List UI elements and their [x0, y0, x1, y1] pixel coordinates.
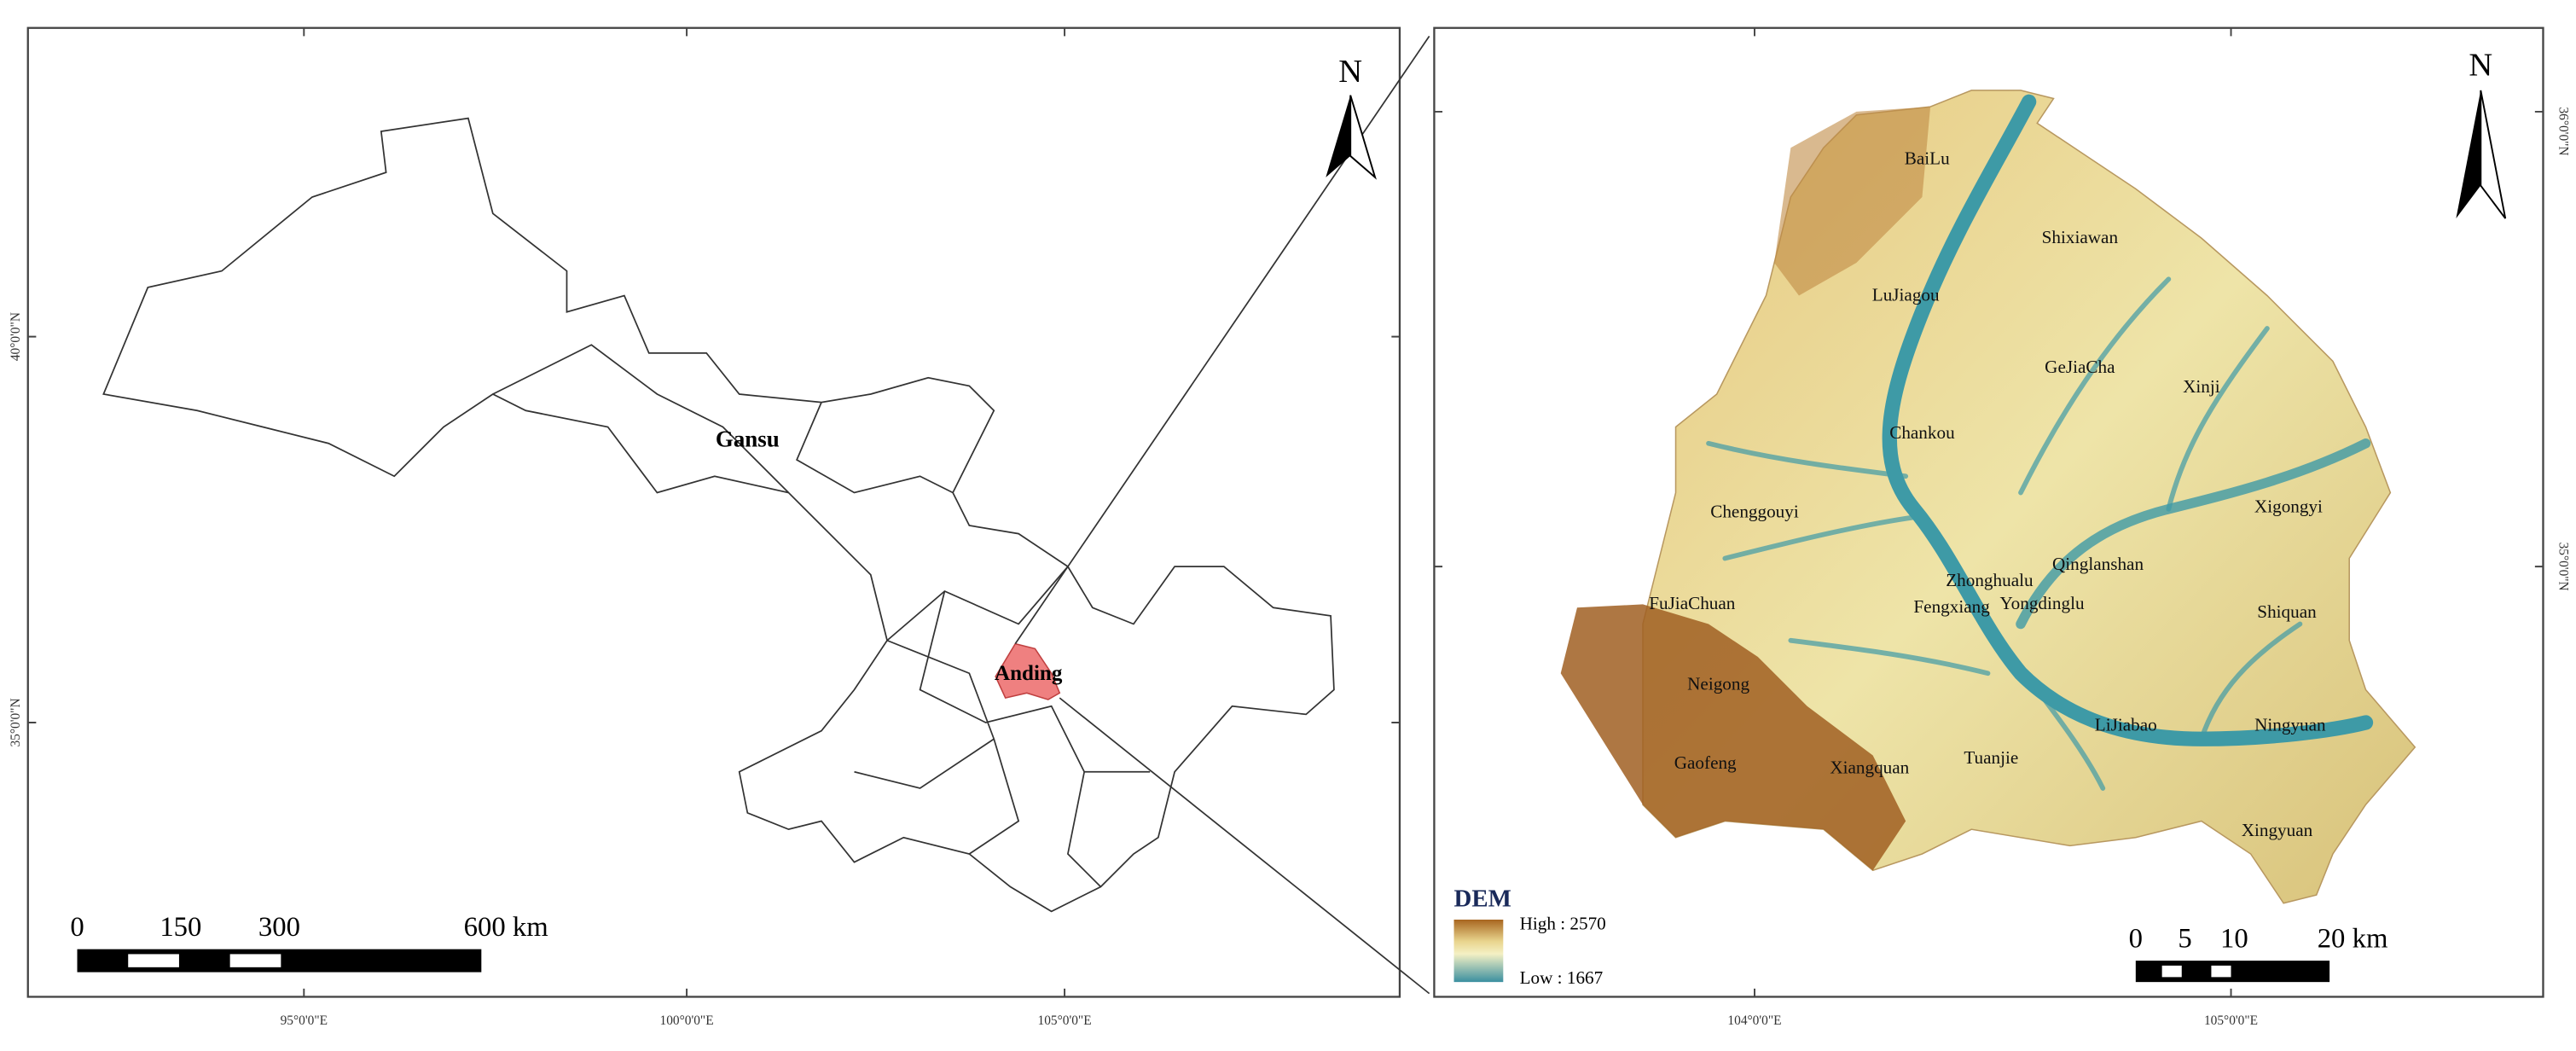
north-label: N — [2469, 48, 2492, 84]
place-name: Shiquan — [2257, 601, 2317, 622]
place-name: Tuanjie — [1964, 747, 2018, 768]
scale-label: 150 — [160, 912, 201, 943]
highland — [1774, 107, 1931, 296]
highland — [1560, 604, 1906, 871]
scale-bar — [77, 949, 482, 973]
scale-bar — [2135, 961, 2330, 983]
latitude-label: 40°0'0"N — [9, 312, 23, 361]
place-name: GeJiaCha — [2045, 357, 2115, 377]
place-name: Xinji — [2183, 376, 2220, 397]
latitude-label: 35°0'0"N — [9, 698, 23, 746]
region-label: Anding — [995, 662, 1063, 685]
place-name: LuJiagou — [1872, 284, 1940, 305]
place-name: BaiLu — [1905, 148, 1950, 169]
zoom-line — [1059, 697, 1430, 995]
tick-marks — [27, 27, 1400, 997]
north-label: N — [1338, 54, 1362, 90]
place-name: Chankou — [1889, 422, 1955, 443]
longitude-label: 100°0'0"E — [660, 1013, 714, 1028]
place-name: FuJiaChuan — [1649, 593, 1736, 613]
left-frame — [26, 26, 1401, 998]
longitude-label: 105°0'0"E — [1038, 1013, 1092, 1028]
place-name: Xigongyi — [2254, 496, 2323, 517]
place-name: Fengxiang — [1913, 596, 1990, 617]
place-name: Xiangquan — [1830, 758, 1909, 778]
legend-label: Low : 1667 — [1520, 967, 1604, 988]
region-label: Gansu — [716, 427, 780, 452]
legend-ramp — [1453, 920, 1504, 983]
place-name: Qinglanshan — [2052, 554, 2144, 574]
scale-label: 600 km — [464, 912, 548, 943]
place-name: Neigong — [1687, 674, 1749, 694]
longitude-label: 95°0'0"E — [281, 1013, 328, 1028]
place-name: Xingyuan — [2242, 820, 2313, 840]
legend-label: High : 2570 — [1520, 914, 1606, 934]
place-name: Zhonghualu — [1946, 570, 2034, 590]
place-name: Shixiawan — [2042, 227, 2119, 247]
latitude-label: 36°0'0"N — [2556, 107, 2571, 155]
place-name: LiJiabao — [2095, 715, 2157, 735]
rivers — [1706, 94, 2374, 791]
right-frame — [1433, 26, 2544, 998]
scale-label: 300 — [258, 912, 300, 943]
tick-marks — [1434, 27, 2544, 997]
place-name: Yongdinglu — [2000, 593, 2085, 613]
scale-label: 20 km — [2318, 924, 2388, 955]
legend-title: DEM — [1454, 886, 1511, 913]
scale-label: 0 — [2129, 924, 2143, 955]
north-arrow: N — [1326, 54, 1377, 180]
gansu-outline — [102, 117, 1335, 913]
place-name: Chenggouyi — [1710, 501, 1799, 521]
north-arrow: N — [2456, 48, 2507, 219]
zoom-line — [1014, 35, 1430, 645]
longitude-label: 104°0'0"E — [1727, 1013, 1781, 1028]
latitude-label: 35°0'0"N — [2556, 543, 2571, 591]
longitude-label: 105°0'0"E — [2204, 1013, 2258, 1028]
place-name: Gaofeng — [1674, 752, 1737, 773]
scale-label: 5 — [2178, 924, 2191, 955]
internal-boundaries — [492, 344, 1151, 888]
place-name: Ningyuan — [2254, 715, 2326, 735]
anding-area — [995, 642, 1061, 700]
scale-label: 0 — [70, 912, 84, 943]
scale-label: 10 — [2220, 924, 2248, 955]
